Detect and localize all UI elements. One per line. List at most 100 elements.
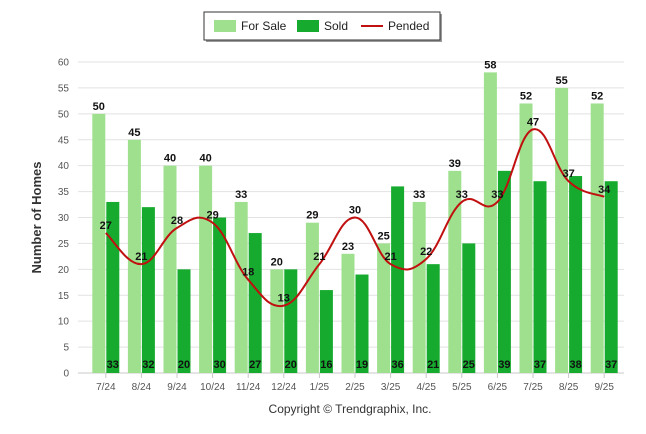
x-tick-label: 7/24 [96, 382, 116, 393]
for-sale-value-label: 33 [235, 189, 247, 201]
y-axis: 0 5 10 15 20 25 30 35 40 45 50 55 60 [58, 58, 70, 380]
for-sale-bar [412, 201, 426, 373]
x-tick-label: 9/24 [167, 382, 187, 393]
sold-bar [462, 243, 476, 373]
sold-bar [213, 217, 227, 373]
sold-bar [141, 207, 155, 373]
y-tick-label: 35 [58, 187, 70, 198]
y-tick-label: 30 [58, 213, 70, 224]
sold-bar [533, 181, 547, 373]
sold-bar [177, 269, 191, 373]
for-sale-value-label: 52 [520, 90, 532, 102]
pended-value-label: 13 [278, 293, 290, 305]
x-tick-label: 12/24 [271, 382, 296, 393]
sold-value-label: 25 [463, 359, 475, 371]
x-tick-label: 10/24 [200, 382, 225, 393]
pended-value-label: 47 [527, 116, 539, 128]
y-tick-label: 40 [58, 161, 70, 172]
sold-bar [284, 269, 298, 373]
sold-value-label: 36 [391, 359, 403, 371]
pended-value-label: 21 [384, 251, 396, 263]
sold-bar [319, 290, 333, 373]
for-sale-value-label: 50 [93, 101, 105, 113]
y-axis-title: Number of Homes [29, 162, 44, 274]
y-tick-label: 45 [58, 135, 70, 146]
pended-value-label: 21 [135, 251, 147, 263]
sold-value-label: 30 [213, 359, 225, 371]
x-tick-label: 8/25 [559, 382, 579, 393]
pended-line-layer [105, 128, 605, 308]
x-axis: 7/24 8/24 9/24 10/24 11/24 12/24 1/25 2/25 3/25 4… [96, 373, 614, 393]
for-sale-bar [483, 72, 497, 373]
for-sale-bar [199, 165, 213, 373]
y-tick-label: 5 [63, 343, 69, 354]
for-sale-value-label: 58 [484, 59, 496, 71]
pended-value-label: 34 [598, 184, 611, 196]
x-tick-label: 2/25 [345, 382, 365, 393]
pended-value-label: 29 [206, 210, 218, 222]
for-sale-swatch[interactable] [214, 20, 236, 32]
for-sale-bar [448, 170, 462, 373]
sold-bar [391, 186, 405, 373]
sold-bar [604, 181, 618, 373]
x-tick-label: 6/25 [488, 382, 508, 393]
for-sale-value-label: 29 [306, 210, 318, 222]
sold-value-label: 39 [498, 359, 510, 371]
y-tick-label: 50 [58, 109, 70, 120]
sold-value-label: 21 [427, 359, 439, 371]
pended-value-label: 37 [562, 168, 574, 180]
sold-swatch[interactable] [297, 20, 319, 32]
sold-value-label: 16 [320, 359, 332, 371]
pended-line [105, 128, 605, 308]
for-sale-bar [555, 87, 569, 374]
for-sale-value-label: 40 [199, 153, 211, 165]
for-sale-value-label: 33 [413, 189, 425, 201]
pended-value-label: 27 [100, 220, 112, 232]
for-sale-value-label: 25 [377, 230, 389, 242]
for-sale-bar [305, 222, 319, 373]
for-sale-value-label: 45 [128, 127, 140, 139]
for-sale-bar [341, 253, 355, 373]
y-tick-label: 55 [58, 83, 70, 94]
x-tick-label: 4/25 [416, 382, 436, 393]
for-sale-bar [377, 243, 391, 373]
legend-label-pended[interactable]: Pended [388, 19, 429, 33]
x-tick-label: 9/25 [594, 382, 614, 393]
legend-label-sold[interactable]: Sold [324, 19, 348, 33]
y-tick-label: 60 [58, 58, 70, 69]
sold-value-label: 33 [107, 359, 119, 371]
pended-value-label: 33 [456, 189, 468, 201]
pended-value-label: 22 [420, 246, 432, 258]
bars [92, 72, 618, 374]
sold-value-label: 37 [605, 359, 617, 371]
pended-value-label: 28 [171, 215, 183, 227]
sold-bar [497, 170, 511, 373]
sold-value-label: 20 [178, 359, 190, 371]
x-tick-label: 7/25 [523, 382, 543, 393]
y-tick-label: 0 [63, 369, 69, 380]
sold-value-label: 32 [142, 359, 154, 371]
pended-value-label: 30 [349, 205, 361, 217]
y-tick-label: 15 [58, 291, 70, 302]
legend-label-for-sale[interactable]: For Sale [241, 19, 287, 33]
sold-bar [569, 176, 583, 373]
for-sale-value-label: 40 [164, 153, 176, 165]
for-sale-value-label: 55 [555, 75, 567, 87]
for-sale-value-label: 52 [591, 90, 603, 102]
for-sale-bar [92, 113, 106, 373]
sold-bar [426, 264, 440, 373]
x-tick-label: 3/25 [381, 382, 401, 393]
x-tick-label: 1/25 [310, 382, 330, 393]
sold-value-label: 20 [285, 359, 297, 371]
for-sale-bar [163, 165, 177, 373]
x-tick-label: 8/24 [132, 382, 152, 393]
for-sale-value-label: 23 [342, 241, 354, 253]
pended-value-label: 33 [491, 189, 503, 201]
sold-value-label: 27 [249, 359, 261, 371]
legend[interactable]: For Sale Sold Pended [203, 11, 442, 42]
for-sale-value-label: 20 [271, 256, 283, 268]
sold-value-label: 19 [356, 359, 368, 371]
y-tick-label: 25 [58, 239, 70, 250]
for-sale-bar [234, 201, 248, 373]
